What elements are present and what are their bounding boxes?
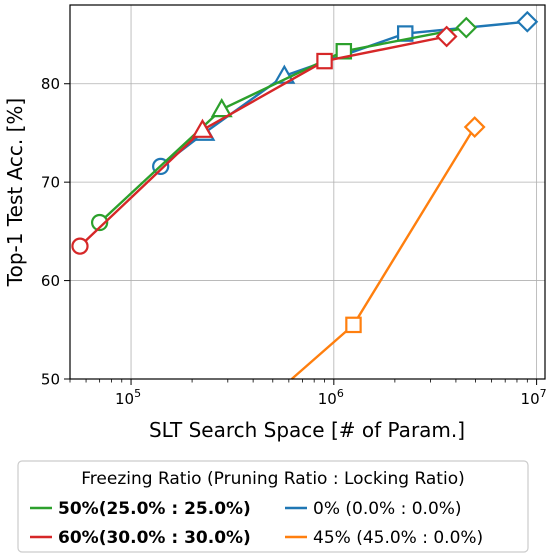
- data-point: [435, 25, 458, 48]
- x-tick-label: 107: [521, 387, 547, 408]
- y-tick-label: 80: [41, 75, 60, 93]
- data-point: [210, 98, 233, 118]
- data-point: [191, 118, 214, 138]
- data-point: [396, 25, 414, 42]
- legend-entries: 50%(25.0% : 25.0%) 0% (0.0% : 0.0%) 60%(30…: [30, 499, 483, 548]
- series-line: [98, 26, 467, 224]
- legend-item: 60%(30.0% : 30.0%): [30, 528, 251, 548]
- data-point: [316, 52, 333, 70]
- data-point: [71, 237, 89, 255]
- legend-label: 45% (45.0% : 0.0%): [313, 528, 483, 548]
- y-tick-label: 50: [41, 371, 60, 389]
- legend-item: 45% (45.0% : 0.0%): [285, 528, 483, 548]
- x-tick-label: 105: [115, 387, 141, 408]
- series: [90, 16, 478, 232]
- legend-label: 60%(30.0% : 30.0%): [58, 528, 251, 548]
- series-layer: [71, 10, 539, 380]
- legend-box: [17, 460, 529, 553]
- legend-item: 50%(25.0% : 25.0%): [30, 499, 251, 519]
- series-line: [290, 126, 476, 380]
- tick-layer: 105 106 107 50 60 70 80: [41, 75, 547, 408]
- legend-label: 50%(25.0% : 25.0%): [58, 499, 251, 519]
- legend-title: Freezing Ratio (Pruning Ratio : Locking …: [81, 469, 464, 489]
- legend-label: 0% (0.0% : 0.0%): [313, 499, 462, 519]
- grid-lines: [70, 5, 545, 380]
- data-point: [463, 116, 486, 138]
- legend-item: 0% (0.0% : 0.0%): [285, 499, 462, 519]
- data-point: [516, 10, 539, 33]
- x-axis-label: SLT Search Space [# of Param.]: [149, 418, 465, 442]
- y-tick-label: 60: [41, 272, 60, 290]
- series: [152, 10, 539, 176]
- plot-frame: [69, 4, 546, 380]
- y-axis-label: Top-1 Test Acc. [%]: [3, 98, 27, 287]
- series: [71, 25, 458, 255]
- data-point: [455, 16, 478, 39]
- x-tick-label: 106: [318, 387, 344, 408]
- data-point: [90, 213, 109, 232]
- data-point: [345, 316, 362, 334]
- series: [290, 116, 486, 380]
- series-line: [79, 35, 447, 248]
- legend: Freezing Ratio (Pruning Ratio : Locking …: [17, 460, 529, 553]
- y-tick-label: 70: [41, 174, 60, 192]
